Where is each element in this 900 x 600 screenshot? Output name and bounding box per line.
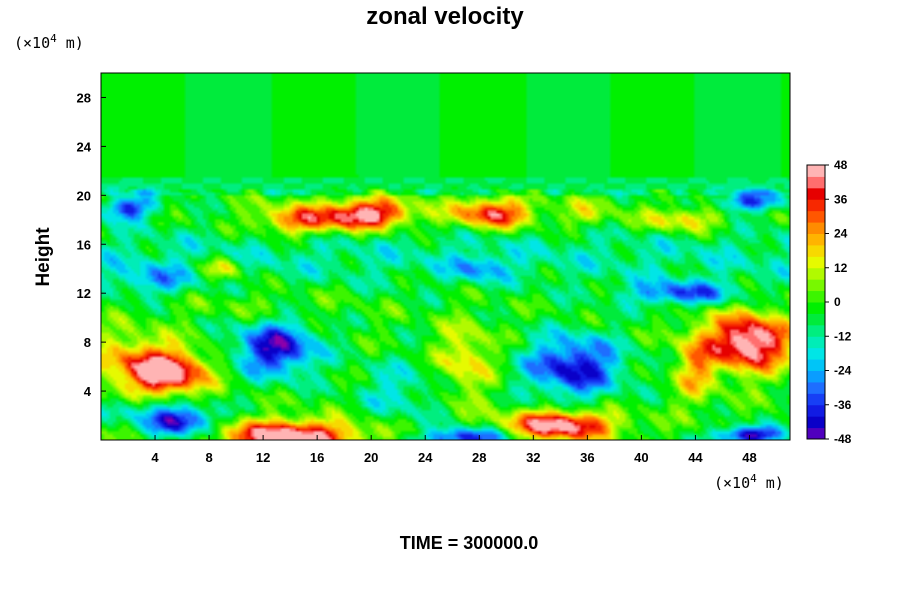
y-tick-label: 12 [77,286,91,301]
plot-frame [100,72,791,441]
colorbar-segment [807,302,825,314]
colorbar-segment [807,244,825,257]
colorbar-ticks: 48 36 24 12 0 -12 -24 -36 -48 [825,158,852,446]
colorbar-segment [807,370,825,383]
y-tick-label: 24 [77,139,92,154]
x-tick-label: 48 [742,450,756,465]
x-axis-ticks: 4 8 12 16 20 24 28 32 36 40 44 48 [151,435,757,465]
colorbar-tick-label: -48 [834,432,852,446]
x-tick-label: 16 [310,450,324,465]
x-tick-label: 4 [151,450,159,465]
colorbar-segment [807,267,825,280]
chart-title: zonal velocity [366,3,524,30]
colorbar-segment [807,187,825,200]
x-tick-label: 20 [364,450,378,465]
colorbar-segment [807,256,825,269]
colorbar-tick-label: 0 [834,295,841,309]
colorbar-segment [807,324,825,337]
colorbar-tick-label: 48 [834,158,848,172]
colorbar-segment [807,381,825,394]
x-tick-label: 28 [472,450,486,465]
colorbar-segment [807,165,825,177]
y-axis-label: Height [33,227,54,287]
colorbar-segment [807,427,825,440]
x-tick-label: 44 [688,450,703,465]
y-tick-label: 8 [84,335,91,350]
x-tick-label: 24 [418,450,433,465]
colorbar [806,164,826,440]
colorbar-tick-label: 12 [834,261,848,275]
y-tick-label: 4 [84,384,92,399]
y-tick-label: 28 [77,90,91,105]
x-tick-label: 32 [526,450,540,465]
colorbar-segment [807,393,825,406]
x-unit-label: (×104 m) [714,472,784,492]
colorbar-segment [807,336,825,349]
y-tick-label: 16 [77,237,91,252]
time-label: TIME = 300000.0 [400,533,539,553]
colorbar-segment [807,199,825,212]
colorbar-segment [807,313,825,326]
colorbar-tick-label: 24 [834,227,848,241]
x-tick-label: 8 [205,450,212,465]
colorbar-tick-label: -24 [834,364,852,378]
colorbar-tick-label: -36 [834,398,852,412]
colorbar-segment [807,290,825,303]
colorbar-segment [807,347,825,360]
velocity-field [101,73,790,440]
x-tick-label: 40 [634,450,648,465]
x-tick-label: 12 [256,450,270,465]
colorbar-segment [807,404,825,417]
colorbar-segment [807,359,825,371]
y-tick-label: 20 [77,188,91,203]
colorbar-segment [807,222,825,234]
colorbar-segment [807,233,825,246]
colorbar-segment [807,210,825,223]
colorbar-segment [807,279,825,292]
y-unit-label: (×104 m) [14,32,84,52]
plot-area [100,72,791,441]
colorbar-segment [807,416,825,429]
y-axis-ticks: 4 8 12 16 20 24 28 [77,90,106,399]
x-tick-label: 36 [580,450,594,465]
colorbar-tick-label: -12 [834,329,852,343]
colorbar-tick-label: 36 [834,192,848,206]
colorbar-segment [807,176,825,189]
